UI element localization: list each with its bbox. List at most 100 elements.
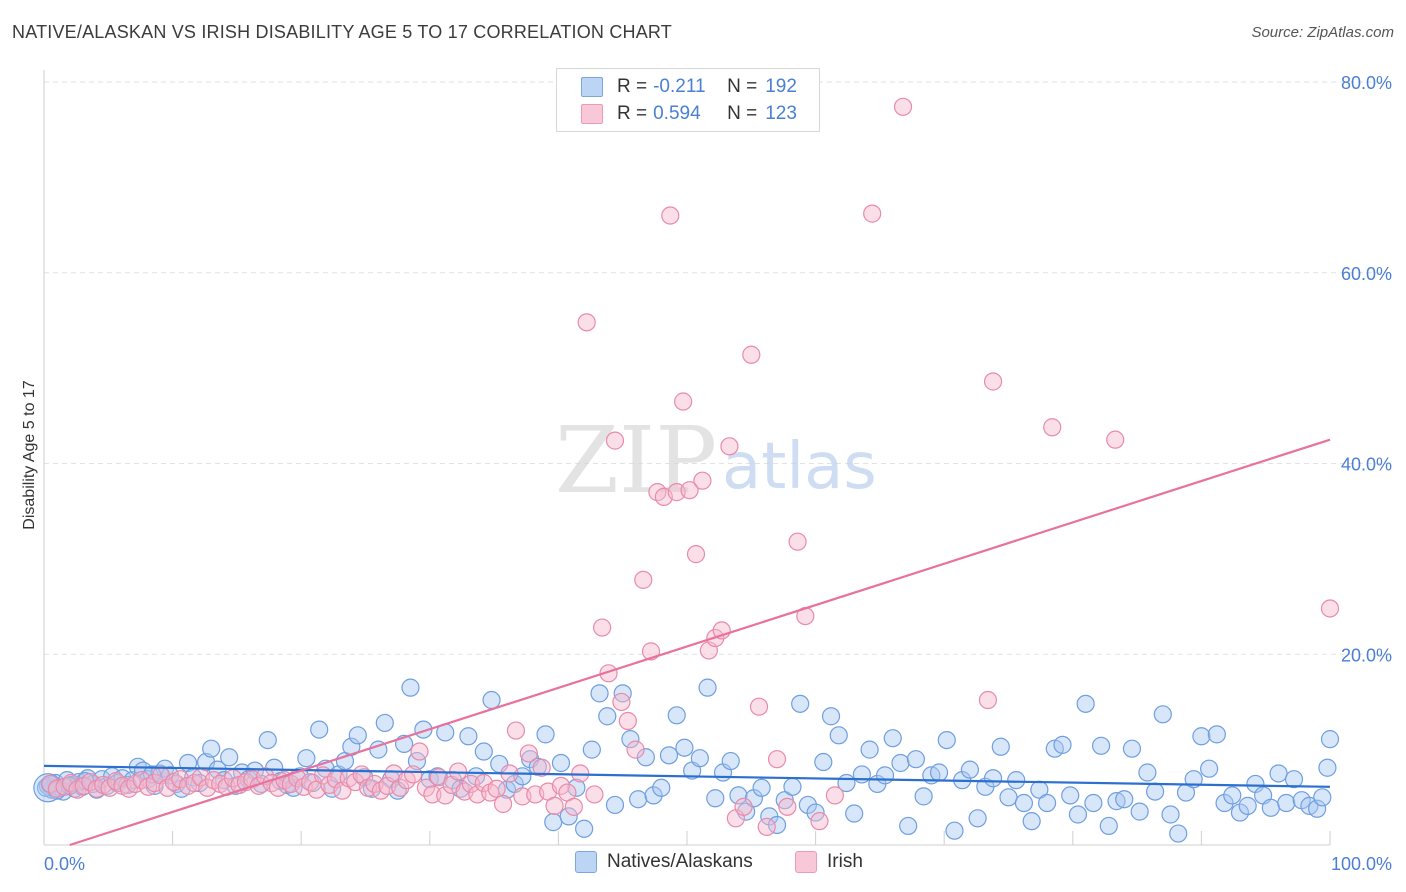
data-point bbox=[1207, 725, 1226, 744]
data-point bbox=[1106, 430, 1125, 449]
source-credit: Source: ZipAtlas.com bbox=[1251, 24, 1394, 41]
data-point bbox=[1261, 798, 1280, 817]
data-point bbox=[937, 730, 956, 750]
data-point bbox=[1076, 694, 1095, 713]
irish-swatch bbox=[581, 104, 603, 124]
data-point bbox=[1320, 730, 1340, 749]
data-point bbox=[532, 758, 551, 777]
data-point bbox=[545, 796, 564, 815]
data-point bbox=[968, 809, 987, 828]
data-point bbox=[829, 726, 848, 745]
data-point bbox=[634, 570, 653, 589]
data-point bbox=[674, 392, 693, 411]
data-point bbox=[593, 618, 612, 637]
data-point bbox=[1215, 793, 1234, 813]
data-point bbox=[749, 697, 769, 716]
data-point bbox=[1091, 736, 1111, 755]
data-point bbox=[1053, 735, 1072, 754]
data-point bbox=[783, 777, 802, 796]
data-point bbox=[806, 803, 825, 822]
data-point bbox=[893, 97, 913, 116]
r-value: 0.594 bbox=[653, 103, 701, 124]
data-point bbox=[551, 776, 571, 795]
data-point bbox=[519, 744, 538, 763]
data-point bbox=[767, 750, 787, 769]
trend-line-irish bbox=[69, 438, 1331, 847]
data-point bbox=[1192, 727, 1211, 746]
y-tick-label: 20.0% bbox=[1341, 645, 1392, 665]
watermark-zip: ZIP bbox=[555, 407, 717, 514]
data-point bbox=[945, 821, 964, 840]
data-point bbox=[810, 812, 829, 831]
data-point bbox=[1068, 805, 1088, 824]
data-point bbox=[375, 713, 394, 733]
data-point bbox=[636, 748, 655, 767]
data-point bbox=[680, 481, 699, 500]
data-point bbox=[991, 737, 1010, 756]
data-point bbox=[706, 789, 725, 808]
data-point bbox=[875, 766, 895, 785]
natives-swatch bbox=[581, 77, 603, 97]
data-point bbox=[983, 769, 1003, 788]
data-point bbox=[348, 726, 367, 745]
y-tick-label: 40.0% bbox=[1341, 455, 1392, 475]
n-label: N = bbox=[727, 76, 758, 97]
series-irish-points bbox=[41, 97, 1340, 836]
data-point bbox=[686, 545, 706, 564]
data-point bbox=[693, 471, 712, 490]
data-point bbox=[978, 690, 998, 710]
data-point bbox=[798, 795, 817, 815]
data-point bbox=[1320, 599, 1340, 618]
data-point bbox=[1238, 796, 1257, 815]
data-point bbox=[860, 740, 879, 759]
data-point bbox=[564, 797, 583, 816]
data-point bbox=[1223, 786, 1242, 805]
data-point bbox=[401, 678, 420, 697]
data-point bbox=[1061, 786, 1080, 805]
tick-labels: 20.0% 40.0% 60.0% 80.0% 0.0% 100.0% bbox=[44, 73, 1392, 874]
data-point bbox=[1037, 793, 1057, 813]
data-point bbox=[544, 813, 563, 832]
data-point bbox=[1313, 788, 1332, 807]
data-point bbox=[845, 804, 864, 823]
data-point bbox=[459, 727, 478, 746]
axes bbox=[43, 70, 1331, 846]
y-tick-label: 60.0% bbox=[1341, 264, 1392, 284]
data-point bbox=[202, 739, 221, 758]
n-value: 123 bbox=[765, 103, 797, 124]
data-point bbox=[1146, 782, 1165, 801]
stats-row-irish: R = 0.594 N = 123 bbox=[581, 102, 797, 126]
data-point bbox=[1022, 812, 1041, 831]
data-point bbox=[737, 802, 756, 821]
data-point bbox=[1007, 771, 1026, 790]
data-point bbox=[1277, 793, 1296, 813]
data-point bbox=[1138, 763, 1157, 782]
data-point bbox=[729, 786, 748, 805]
data-point bbox=[1284, 770, 1304, 789]
data-point bbox=[721, 751, 740, 771]
data-point bbox=[1308, 799, 1327, 818]
data-point bbox=[690, 749, 709, 768]
x-tick-label: 100.0% bbox=[1331, 854, 1392, 874]
data-point bbox=[575, 819, 594, 838]
data-point bbox=[297, 749, 316, 768]
data-point bbox=[698, 678, 717, 697]
watermark-atlas: atlas bbox=[722, 430, 877, 504]
n-value: 192 bbox=[765, 76, 797, 97]
data-point bbox=[626, 740, 645, 759]
data-point bbox=[659, 746, 679, 765]
data-point bbox=[883, 729, 902, 748]
data-point bbox=[612, 692, 631, 712]
data-point bbox=[960, 760, 980, 779]
data-point bbox=[629, 790, 648, 809]
natives-legend-swatch bbox=[575, 851, 597, 873]
data-point bbox=[652, 778, 671, 797]
data-point bbox=[667, 706, 686, 725]
data-point bbox=[742, 345, 761, 364]
data-point bbox=[423, 785, 442, 804]
data-point bbox=[661, 206, 680, 225]
data-point bbox=[825, 786, 844, 805]
data-point bbox=[675, 738, 694, 757]
data-point bbox=[752, 778, 771, 797]
